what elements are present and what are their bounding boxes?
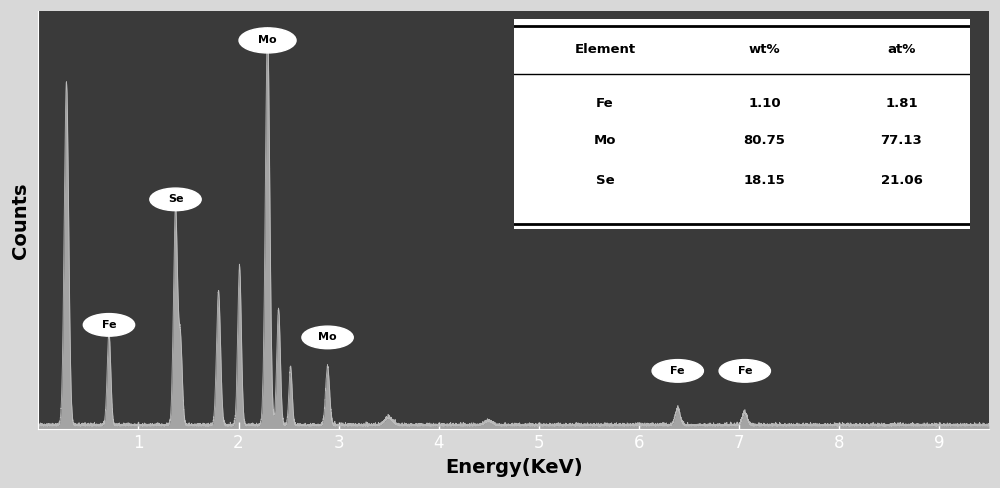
Text: Fe: Fe [102,320,116,330]
Text: Fe: Fe [738,366,752,376]
Circle shape [239,28,296,53]
X-axis label: Energy(KeV): Energy(KeV) [445,458,582,477]
Text: Mo: Mo [318,332,337,343]
Text: Se: Se [168,194,183,204]
Y-axis label: Counts: Counts [11,182,30,259]
Text: Mo: Mo [258,36,277,45]
Circle shape [719,360,770,382]
Text: Fe: Fe [670,366,685,376]
Circle shape [652,360,703,382]
Circle shape [150,188,201,211]
Circle shape [302,326,353,349]
Circle shape [83,314,135,336]
